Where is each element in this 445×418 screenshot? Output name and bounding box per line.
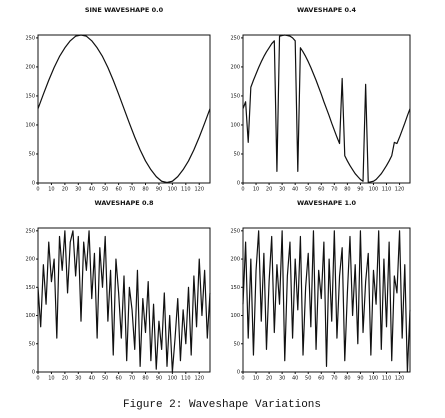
- x-tick-label: 60: [318, 187, 324, 193]
- x-tick-label: 70: [331, 187, 337, 193]
- x-tick-label: 30: [75, 376, 81, 382]
- x-tick-label: 120: [194, 187, 204, 193]
- x-tick-label: 60: [115, 376, 121, 382]
- x-tick-label: 50: [305, 376, 311, 382]
- wave-line: [242, 230, 411, 373]
- x-tick-label: 50: [102, 376, 108, 382]
- x-tick-label: 70: [129, 376, 135, 382]
- y-tick-label: 100: [25, 122, 35, 128]
- x-tick-label: 100: [168, 187, 178, 193]
- x-tick-label: 120: [194, 376, 204, 382]
- y-tick-label: 100: [230, 122, 240, 128]
- x-tick-label: 10: [253, 376, 259, 382]
- chart-title: WAVESHAPE 1.0: [297, 199, 357, 207]
- x-tick-label: 0: [241, 376, 244, 382]
- y-tick-label: 100: [25, 313, 35, 319]
- x-tick-label: 50: [305, 187, 311, 193]
- chart-title: WAVESHAPE 0.4: [297, 6, 357, 14]
- x-tick-label: 20: [266, 187, 272, 193]
- x-tick-label: 120: [395, 187, 405, 193]
- x-tick-label: 60: [318, 376, 324, 382]
- x-tick-label: 30: [75, 187, 81, 193]
- x-tick-label: 90: [357, 187, 363, 193]
- y-tick-label: 200: [230, 64, 240, 70]
- y-tick-label: 200: [25, 64, 35, 70]
- figure-caption: Figure 2: Waveshape Variations: [123, 399, 321, 411]
- y-tick-label: 50: [234, 341, 240, 347]
- x-tick-label: 100: [369, 376, 379, 382]
- x-tick-label: 40: [292, 376, 298, 382]
- y-tick-label: 150: [25, 285, 35, 291]
- x-tick-label: 20: [62, 376, 68, 382]
- x-tick-label: 0: [36, 187, 39, 193]
- x-tick-label: 100: [369, 187, 379, 193]
- x-tick-label: 20: [266, 376, 272, 382]
- y-tick-label: 150: [25, 93, 35, 99]
- wave-line: [37, 34, 211, 184]
- wave-line: [37, 230, 211, 373]
- x-tick-label: 70: [331, 376, 337, 382]
- x-tick-label: 0: [241, 187, 244, 193]
- chart-title: WAVESHAPE 0.8: [94, 199, 154, 207]
- y-tick-label: 0: [32, 181, 35, 187]
- x-tick-label: 90: [357, 376, 363, 382]
- x-tick-label: 10: [48, 376, 54, 382]
- y-tick-label: 0: [237, 370, 240, 376]
- x-tick-label: 50: [102, 187, 108, 193]
- y-tick-label: 200: [230, 257, 240, 263]
- x-tick-label: 30: [279, 187, 285, 193]
- y-tick-label: 250: [230, 35, 240, 41]
- x-tick-label: 80: [142, 376, 148, 382]
- x-tick-label: 110: [181, 376, 191, 382]
- x-tick-label: 40: [292, 187, 298, 193]
- chart-title: SINE WAVESHAPE 0.0: [85, 6, 164, 14]
- y-tick-label: 150: [230, 93, 240, 99]
- x-tick-label: 80: [344, 376, 350, 382]
- x-tick-label: 10: [253, 187, 259, 193]
- x-tick-label: 20: [62, 187, 68, 193]
- x-tick-label: 10: [48, 187, 54, 193]
- x-tick-label: 110: [382, 187, 392, 193]
- y-tick-label: 100: [230, 313, 240, 319]
- y-tick-label: 250: [25, 35, 35, 41]
- x-tick-label: 40: [89, 376, 95, 382]
- x-tick-label: 90: [156, 376, 162, 382]
- y-tick-label: 250: [25, 228, 35, 234]
- wave-line: [242, 34, 411, 184]
- x-tick-label: 120: [395, 376, 405, 382]
- y-tick-label: 0: [32, 370, 35, 376]
- x-tick-label: 80: [344, 187, 350, 193]
- x-tick-label: 110: [181, 187, 191, 193]
- x-tick-label: 40: [89, 187, 95, 193]
- x-tick-label: 100: [168, 376, 178, 382]
- y-tick-label: 50: [29, 341, 35, 347]
- x-tick-label: 80: [142, 187, 148, 193]
- y-tick-label: 250: [230, 228, 240, 234]
- x-tick-label: 0: [36, 376, 39, 382]
- x-tick-label: 70: [129, 187, 135, 193]
- y-tick-label: 50: [234, 151, 240, 157]
- x-tick-label: 30: [279, 376, 285, 382]
- y-tick-label: 200: [25, 257, 35, 263]
- x-tick-label: 90: [156, 187, 162, 193]
- y-tick-label: 150: [230, 285, 240, 291]
- x-tick-label: 60: [115, 187, 121, 193]
- y-tick-label: 0: [237, 181, 240, 187]
- x-tick-label: 110: [382, 376, 392, 382]
- y-tick-label: 50: [29, 151, 35, 157]
